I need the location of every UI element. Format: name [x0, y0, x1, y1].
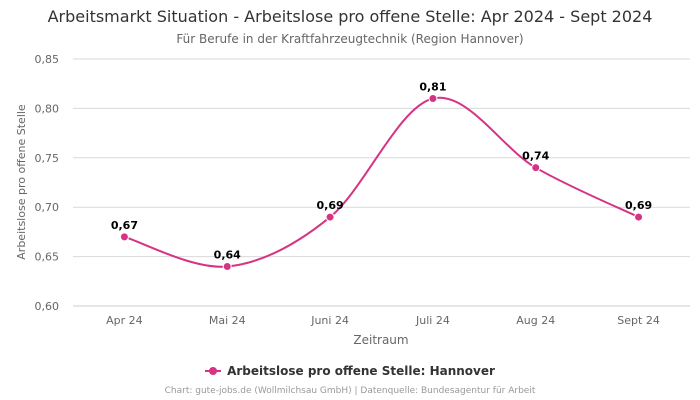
chart-subtitle: Für Berufe in der Kraftfahrzeugtechnik (…	[176, 32, 524, 46]
data-labels: 0,67 0,64 0,69 0,81 0,74 0,69	[111, 81, 652, 262]
grid-lines	[73, 58, 690, 307]
credits: Chart: gute-jobs.de (Wollmilchsau GmbH) …	[164, 386, 536, 396]
y-tick-label: 0,70	[35, 201, 60, 214]
y-tick-label: 0,75	[35, 152, 60, 165]
x-tick-label: Mai 24	[209, 314, 246, 327]
data-label: 0,81	[419, 81, 446, 94]
legend-label: Arbeitslose pro offene Stelle: Hannover	[227, 364, 495, 378]
data-label: 0,74	[522, 150, 549, 163]
x-tick-label: Juli 24	[415, 314, 450, 327]
series-hannover	[119, 94, 644, 271]
x-tick-label: Apr 24	[106, 314, 143, 327]
x-tick-label: Aug 24	[516, 314, 555, 327]
x-axis-label: Zeitraum	[353, 333, 408, 347]
y-axis-label: Arbeitslose pro offene Stelle	[15, 104, 28, 260]
y-axis-ticks: 0,60 0,65 0,70 0,75 0,80 0,85	[35, 53, 60, 313]
data-label: 0,64	[214, 248, 241, 261]
data-point	[634, 212, 644, 222]
y-tick-label: 0,85	[35, 53, 60, 66]
data-label: 0,69	[317, 199, 344, 212]
data-point	[531, 163, 541, 173]
data-point	[119, 232, 129, 242]
y-tick-label: 0,65	[35, 251, 60, 264]
data-label: 0,69	[625, 199, 652, 212]
data-point	[428, 94, 438, 104]
y-tick-label: 0,60	[35, 300, 60, 313]
series-line	[124, 96, 640, 268]
x-tick-label: Sept 24	[617, 314, 660, 327]
y-tick-label: 0,80	[35, 102, 60, 115]
data-label: 0,67	[111, 219, 138, 232]
data-point	[325, 212, 335, 222]
data-point	[222, 261, 232, 271]
x-tick-label: Juni 24	[310, 314, 349, 327]
chart-title: Arbeitsmarkt Situation - Arbeitslose pro…	[47, 7, 653, 26]
legend-marker-icon	[205, 366, 222, 376]
x-axis-ticks: Apr 24 Mai 24 Juni 24 Juli 24 Aug 24 Sept 24	[106, 314, 660, 327]
legend[interactable]: Arbeitslose pro offene Stelle: Hannover	[0, 364, 700, 378]
